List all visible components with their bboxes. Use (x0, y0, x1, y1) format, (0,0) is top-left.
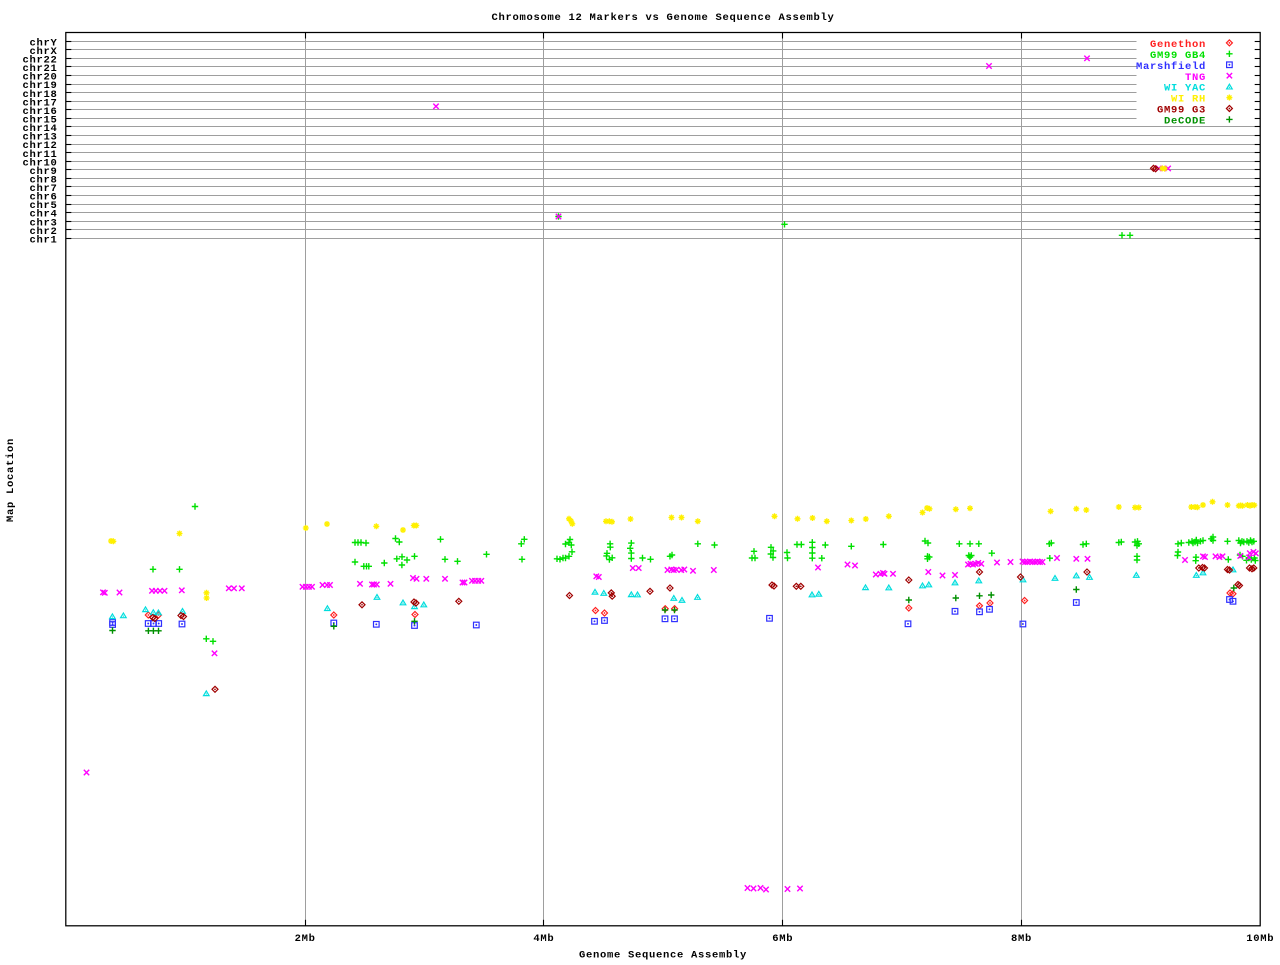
svg-text:WI RH: WI RH (1171, 94, 1206, 106)
svg-text:Genome Sequence Assembly: Genome Sequence Assembly (579, 950, 747, 961)
svg-text:chr1: chr1 (29, 234, 57, 246)
svg-text:chr20: chr20 (22, 72, 57, 84)
svg-text:chr3: chr3 (29, 217, 57, 229)
svg-text:chr6: chr6 (29, 192, 57, 204)
svg-text:6Mb: 6Mb (772, 933, 793, 945)
svg-text:chr10: chr10 (22, 157, 57, 169)
svg-text:DeCODE: DeCODE (1164, 116, 1206, 128)
svg-text:chr8: chr8 (29, 174, 57, 186)
svg-text:chr14: chr14 (22, 123, 57, 135)
svg-text:Marshfield: Marshfield (1136, 61, 1206, 73)
svg-text:8Mb: 8Mb (1011, 933, 1032, 945)
svg-text:chr9: chr9 (29, 166, 57, 178)
svg-text:chr17: chr17 (22, 97, 57, 109)
svg-text:Chromosome 12 Markers vs Genom: Chromosome 12 Markers vs Genome Sequence… (491, 12, 834, 24)
svg-text:Genethon: Genethon (1150, 39, 1206, 51)
svg-text:chr22: chr22 (22, 55, 57, 67)
svg-text:2Mb: 2Mb (295, 933, 316, 945)
svg-text:chr21: chr21 (22, 63, 57, 75)
svg-text:GM99 GB4: GM99 GB4 (1150, 50, 1206, 62)
svg-text:chr4: chr4 (29, 209, 57, 221)
svg-text:chr2: chr2 (29, 226, 57, 238)
svg-text:TNG: TNG (1185, 72, 1206, 84)
svg-text:chr13: chr13 (22, 132, 57, 144)
svg-text:chr18: chr18 (22, 89, 57, 101)
svg-text:chrY: chrY (29, 37, 57, 49)
svg-text:WI YAC: WI YAC (1164, 83, 1206, 95)
svg-text:4Mb: 4Mb (533, 933, 554, 945)
svg-text:GM99 G3: GM99 G3 (1157, 105, 1206, 117)
svg-text:chr5: chr5 (29, 200, 57, 212)
svg-text:chr15: chr15 (22, 115, 57, 127)
svg-text:chrX: chrX (29, 46, 57, 58)
svg-text:chr11: chr11 (22, 149, 57, 161)
svg-text:10Mb: 10Mb (1246, 933, 1274, 945)
svg-text:chr7: chr7 (29, 183, 57, 195)
svg-text:Map Location: Map Location (5, 438, 17, 522)
svg-text:chr19: chr19 (22, 80, 57, 92)
svg-text:chr16: chr16 (22, 106, 57, 118)
svg-text:chr12: chr12 (22, 140, 57, 152)
